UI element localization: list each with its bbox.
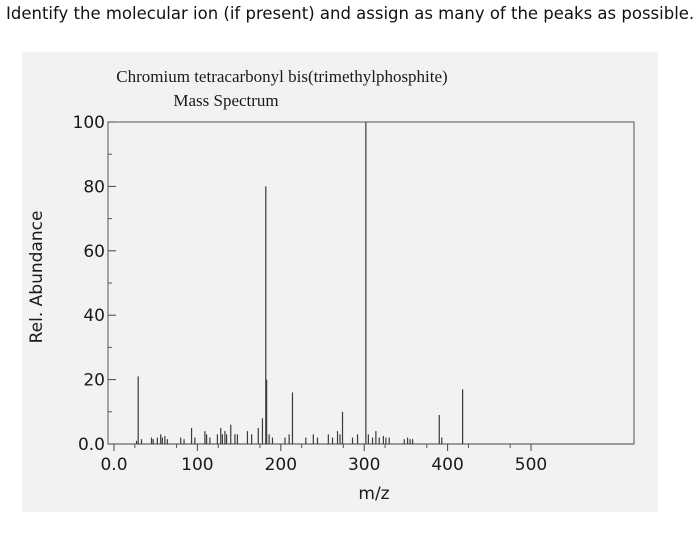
x-tick-label: 200 — [265, 455, 297, 475]
x-tick-label: 500 — [515, 455, 547, 475]
spectrum-photo: Chromium tetracarbonyl bis(trimethylphos… — [22, 52, 658, 512]
axis-ticks: 0.0 100 200 300 400 500 0.0 20 40 60 80 100 — [73, 113, 634, 475]
y-tick-label: 80 — [83, 177, 105, 197]
x-tick-label: 0.0 — [100, 455, 127, 475]
y-tick-label: 0.0 — [78, 435, 105, 455]
chart-subtitle: Mass Spectrum — [173, 91, 278, 110]
x-tick-label: 300 — [348, 455, 380, 475]
peak-series — [135, 122, 464, 444]
y-tick-label: 60 — [83, 242, 105, 262]
chart-title: Chromium tetracarbonyl bis(trimethylphos… — [116, 67, 447, 86]
x-tick-label: 100 — [181, 455, 213, 475]
y-tick-label: 20 — [83, 371, 105, 391]
y-axis-label: Rel. Abundance — [27, 211, 47, 344]
y-tick-label: 40 — [83, 306, 105, 326]
y-tick-label: 100 — [73, 113, 105, 133]
x-tick-label: 400 — [431, 455, 463, 475]
x-axis-label: m/z — [358, 484, 389, 504]
question-text: Identify the molecular ion (if present) … — [6, 4, 693, 23]
mass-spectrum-chart: Chromium tetracarbonyl bis(trimethylphos… — [27, 67, 635, 504]
plot-frame — [107, 121, 635, 445]
